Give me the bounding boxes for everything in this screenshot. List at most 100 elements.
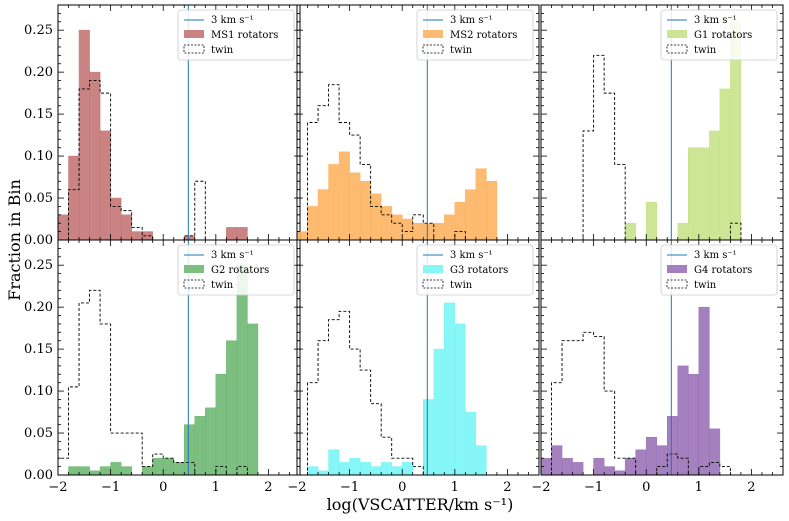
histogram-bar	[328, 164, 340, 241]
histogram-bar	[475, 168, 487, 241]
histogram-bar	[317, 470, 329, 476]
panel-2: 3 km s⁻¹ MS2 rotators twin	[296, 4, 540, 241]
histogram-bar	[486, 181, 498, 241]
legend-frame	[177, 244, 295, 296]
histogram-bar	[465, 189, 477, 241]
y-tick-label: 0.20	[24, 300, 53, 315]
y-axis-label: Fraction in Bin	[5, 179, 24, 301]
legend-label-line: 3 km s⁻¹	[211, 15, 254, 26]
legend: 3 km s⁻¹ G1 rotators twin	[660, 9, 778, 61]
legend-frame	[660, 9, 778, 61]
legend: 3 km s⁻¹ G3 rotators twin	[416, 244, 534, 296]
legend-label-filled: G2 rotators	[211, 265, 269, 276]
histogram-bar	[551, 445, 563, 476]
histogram-bar	[423, 222, 435, 241]
y-tick-label: 0.00	[24, 233, 53, 248]
x-tick-label: −1	[340, 480, 359, 495]
twin-step-line	[541, 54, 752, 241]
histogram-bar	[412, 222, 424, 241]
legend-label-line: 3 km s⁻¹	[694, 15, 737, 26]
histogram-bar	[645, 436, 657, 476]
histogram-bar	[173, 462, 185, 476]
histogram-bar	[444, 214, 456, 241]
histogram-bar	[349, 172, 361, 241]
x-tick-label: −2	[531, 480, 550, 495]
histogram-bar	[370, 193, 382, 241]
histogram-bar	[391, 466, 403, 476]
histogram-bar	[110, 197, 122, 241]
histogram-bar	[454, 201, 466, 241]
y-tick-label: 0.05	[24, 426, 53, 441]
x-tick-label: −2	[48, 480, 67, 495]
legend-frame	[416, 9, 534, 61]
x-tick-label: 2	[264, 480, 272, 495]
histogram-bar	[370, 466, 382, 476]
histogram-bar	[338, 462, 350, 476]
histogram-bar	[215, 374, 227, 476]
histogram-bar	[709, 130, 721, 241]
x-tick-label: 0	[398, 480, 406, 495]
histogram-bar	[359, 181, 371, 241]
legend-label-step: twin	[450, 45, 473, 56]
x-tick-label: 2	[747, 480, 755, 495]
legend-frame	[660, 244, 778, 296]
legend-filled-swatch	[667, 30, 687, 38]
legend-label-filled: G1 rotators	[694, 30, 752, 41]
legend-label-line: 3 km s⁻¹	[450, 250, 493, 261]
panel-4: 0.00 0.05 0.10 0.15 0.20 0.25 −2 −1 0 1 2 3 km s⁻¹ G…	[24, 239, 301, 495]
histogram-bar	[226, 340, 238, 476]
histogram-bar	[444, 302, 456, 476]
histogram-bar	[338, 151, 350, 241]
histogram-bar	[99, 130, 111, 241]
histogram-bar	[99, 466, 111, 476]
histogram-bar	[719, 88, 731, 241]
histogram-bar	[236, 264, 248, 476]
histogram-bar	[120, 466, 132, 476]
histogram-bar	[635, 449, 647, 476]
histogram-bar	[317, 189, 329, 241]
histogram-bar	[698, 306, 710, 476]
x-tick-label: −2	[287, 480, 306, 495]
histogram-bar	[677, 222, 689, 241]
histogram-bar	[247, 323, 259, 476]
histogram-bar	[380, 462, 392, 476]
histogram-bar	[614, 470, 626, 476]
histogram-bar	[624, 457, 636, 476]
histogram-bar	[205, 407, 217, 476]
histogram-bar	[131, 231, 143, 241]
x-tick-label: 1	[695, 480, 703, 495]
panel-5: −2 −1 0 1 2 3 km s⁻¹ G3 rotators twin	[287, 239, 540, 495]
histogram-bar	[391, 214, 403, 241]
histogram-bar	[454, 323, 466, 476]
legend-frame	[177, 9, 295, 61]
x-tick-label: −1	[101, 480, 120, 495]
twin-step-line	[297, 84, 508, 241]
histogram-bar	[433, 222, 445, 241]
legend-label-step: twin	[211, 45, 234, 56]
y-tick-label: 0.25	[24, 258, 53, 273]
histogram-bar	[152, 457, 164, 476]
legend: 3 km s⁻¹ MS1 rotators twin	[177, 9, 295, 61]
histogram-bar	[120, 214, 132, 241]
legend-label-filled: MS2 rotators	[450, 30, 517, 41]
y-tick-label: 0.10	[24, 384, 53, 399]
legend: 3 km s⁻¹ G2 rotators twin	[177, 244, 295, 296]
histogram-bar	[380, 206, 392, 241]
histogram-bar	[603, 466, 615, 476]
histogram-bar	[57, 214, 69, 241]
histogram-bar	[328, 449, 340, 476]
legend-frame	[416, 244, 534, 296]
histogram-bar	[296, 231, 308, 241]
histogram-bar	[709, 428, 721, 476]
histogram-bar	[423, 399, 435, 476]
y-tick-label: 0.20	[24, 65, 53, 80]
legend-label-filled: MS1 rotators	[211, 30, 278, 41]
histogram-bar	[465, 411, 477, 476]
histogram-bar	[475, 445, 487, 476]
twin-step-line	[297, 310, 508, 476]
panel-grid: 0.00 0.05 0.10 0.15 0.20 0.25 3 km s⁻¹ MS1 rota…	[24, 4, 784, 495]
histogram-bar	[194, 416, 206, 476]
legend-filled-swatch	[423, 265, 443, 273]
legend-label-step: twin	[694, 45, 717, 56]
histogram-bar	[307, 466, 319, 476]
